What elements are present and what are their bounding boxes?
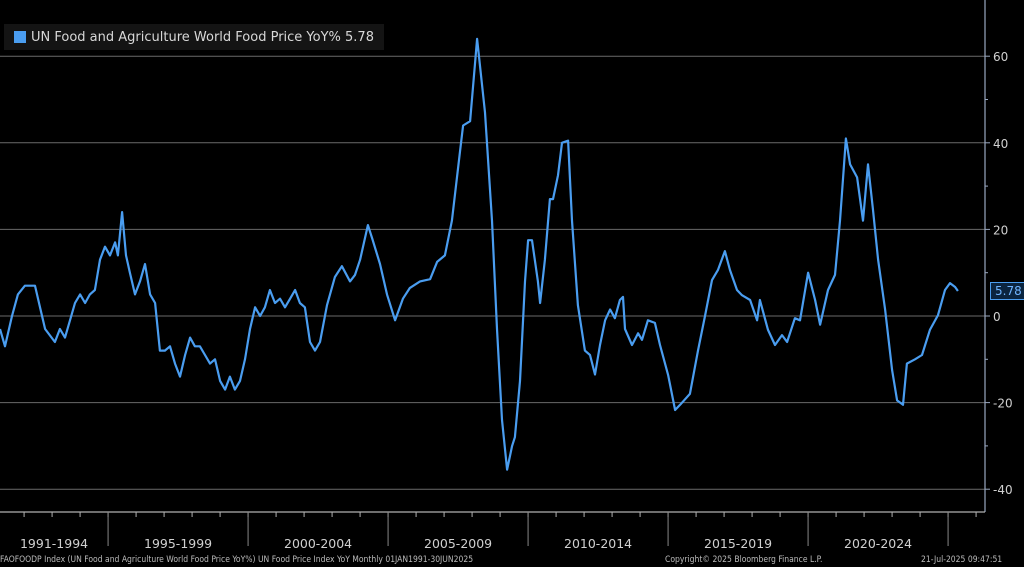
y-tick-label: -40 (993, 483, 1013, 497)
x-tick-label: 2005-2009 (424, 536, 492, 551)
series-line-food-price-yoy (0, 37, 959, 471)
x-tick-label: 2000-2004 (284, 536, 352, 551)
y-tick-label: 40 (993, 137, 1008, 151)
footer-source: FAOFOODP Index (UN Food and Agriculture … (0, 555, 474, 565)
x-tick-label: 1995-1999 (144, 536, 212, 551)
y-axis-labels: 60 40 20 0 -20 -40 (993, 50, 1013, 497)
y-tick-label: 60 (993, 50, 1008, 64)
legend-swatch (14, 31, 26, 43)
x-tick-label: 2020-2024 (844, 536, 912, 551)
x-tick-label: 1991-1994 (20, 536, 88, 551)
footer-copyright: Copyright© 2025 Bloomberg Finance L.P. (665, 555, 823, 565)
y-tick-label: 0 (993, 310, 1001, 324)
footer-timestamp: 21-Jul-2025 09:47:51 (921, 555, 1003, 565)
x-axis-labels: 1991-1994 1995-1999 2000-2004 2005-2009 2010… (20, 536, 912, 551)
y-tick-label: -20 (993, 397, 1013, 411)
y-tick-label: 20 (993, 223, 1008, 237)
legend-label: UN Food and Agriculture World Food Price… (31, 29, 374, 45)
x-tick-label: 2010-2014 (564, 536, 632, 551)
legend: UN Food and Agriculture World Food Price… (4, 24, 384, 50)
axes (0, 0, 990, 546)
last-value-label: 5.78 (990, 281, 1024, 300)
gridlines (0, 55, 985, 490)
x-tick-label: 2015-2019 (704, 536, 772, 551)
